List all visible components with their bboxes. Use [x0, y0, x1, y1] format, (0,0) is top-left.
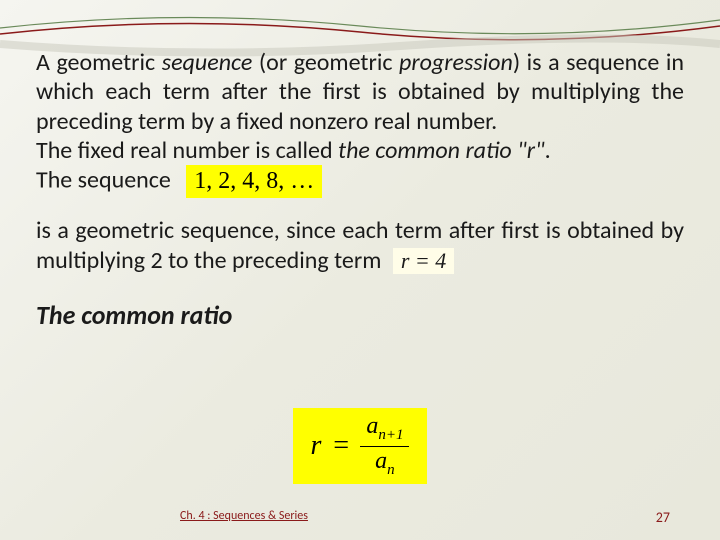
emphasis-sequence: sequence: [162, 48, 253, 77]
slide-footer: Ch. 4 : Sequences & Series 27: [0, 509, 720, 526]
text-run: (or geometric: [252, 48, 399, 77]
subscript-n: n: [387, 461, 395, 477]
text-run: A geometric: [36, 48, 162, 77]
explanation-paragraph: is a geometric sequence, since each term…: [36, 216, 684, 275]
emphasis-common-ratio: the common ratio "r": [338, 136, 545, 165]
denominator: an: [369, 447, 401, 479]
common-ratio-heading: The common ratio: [36, 299, 684, 331]
formula-lhs: r: [311, 430, 322, 462]
equals-sign: =: [331, 430, 350, 462]
subscript-n-plus-1: n+1: [378, 427, 403, 443]
common-ratio-formula: r = an+1 an: [293, 408, 428, 484]
text-run: is a geometric sequence, since each term…: [36, 216, 684, 274]
fraction: an+1 an: [360, 414, 409, 478]
r-value-box: r = 4: [393, 248, 454, 275]
chapter-label: Ch. 4 : Sequences & Series: [180, 509, 308, 526]
numerator: an+1: [360, 414, 409, 447]
var-a: a: [375, 448, 387, 474]
var-a: a: [366, 413, 378, 439]
sequence-highlight-box: 1, 2, 4, 8, …: [186, 165, 322, 198]
definition-paragraph: A geometric sequence (or geometric progr…: [36, 48, 684, 198]
page-number: 27: [656, 509, 670, 526]
text-run: The fixed real number is called: [36, 136, 338, 165]
emphasis-progression: progression: [399, 48, 513, 77]
text-run: The sequence: [36, 165, 171, 194]
text-run: .: [545, 136, 551, 165]
slide-content: A geometric sequence (or geometric progr…: [36, 48, 684, 331]
formula-container: r = an+1 an: [0, 408, 720, 484]
